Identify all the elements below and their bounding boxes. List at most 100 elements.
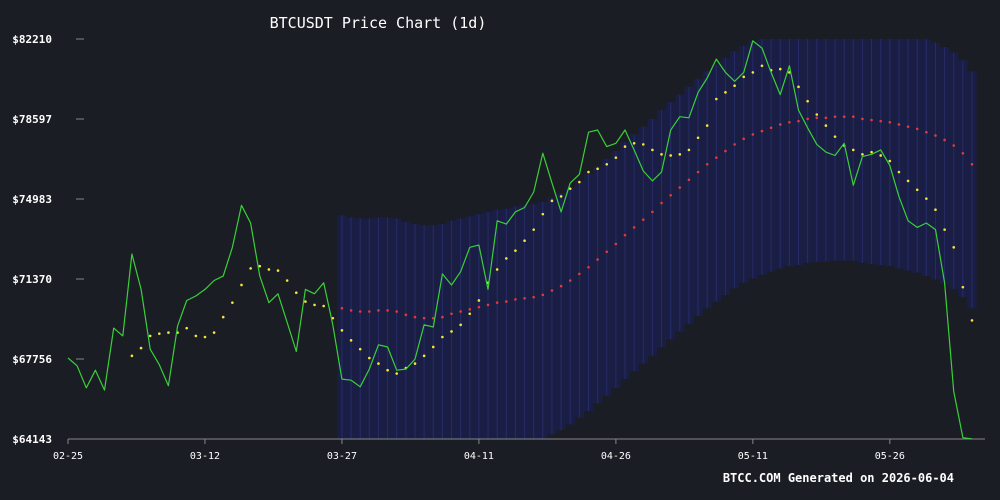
ma-long-point [724, 149, 727, 153]
ma-long-point [769, 126, 773, 130]
axes: $82210 $78597 $74983 $71370 $67756 $6414302-2… [12, 33, 985, 462]
ma-short-point [961, 285, 965, 289]
ma-short-point [678, 153, 682, 156]
ma-short-point [505, 257, 508, 260]
ma-short-point [395, 372, 399, 375]
x-tick-label: 03-27 [327, 451, 357, 462]
ma-long-point [614, 242, 618, 246]
ma-long-point [669, 194, 672, 197]
ma-short-point [970, 319, 974, 322]
ma-long-point [797, 119, 800, 123]
ma-short-point [550, 199, 554, 203]
ma-short-point [778, 67, 782, 71]
ma-long-point [404, 313, 408, 317]
ma-short-point [587, 170, 590, 174]
price-series [67, 40, 973, 440]
ma-short-point [797, 85, 800, 89]
ma-short-point [660, 153, 663, 156]
ma-short-point [249, 267, 252, 270]
ma-long-point [441, 315, 444, 319]
ma-long-point [368, 310, 371, 313]
ma-short-point [322, 304, 325, 308]
ma-short-point [934, 208, 937, 211]
ma-short-point [368, 356, 371, 360]
ma-long-point [568, 279, 572, 282]
ma-long-point [687, 178, 691, 182]
ma-short-point [532, 228, 535, 231]
ma-long-point [413, 315, 417, 319]
ma-short-point [632, 141, 636, 145]
ma-short-point [541, 212, 545, 216]
ma-short-point [422, 354, 426, 358]
ma-long-point [733, 143, 736, 146]
ma-short-point [194, 334, 198, 338]
ma-long-point [468, 308, 472, 311]
ma-long-point [751, 133, 755, 136]
ma-long-point [888, 120, 892, 124]
ma-short-point [915, 188, 919, 192]
ma-short-point [240, 283, 243, 287]
ma-short-point [459, 323, 462, 327]
ma-long-point [395, 310, 399, 313]
ma-short-point [641, 143, 645, 146]
ma-long-point [495, 301, 499, 304]
footer-credit: BTCC.COM Generated on 2026-06-04 [723, 471, 954, 485]
ma-short-point [833, 135, 837, 138]
ma-short-point [285, 279, 289, 282]
ma-short-point [623, 145, 627, 148]
ma-long-point [806, 117, 809, 121]
ma-long-point [952, 144, 956, 147]
ma-long-point [788, 120, 791, 124]
ma-long-point [349, 309, 353, 312]
ma-short-point [696, 136, 700, 140]
x-tick-label: 05-26 [875, 451, 905, 462]
ma-long-point [925, 130, 928, 134]
ma-long-point [870, 118, 873, 122]
ma-short-point [358, 347, 362, 351]
ma-short-point [669, 154, 672, 157]
ma-short-point [468, 312, 472, 316]
x-tick-label: 03-12 [190, 451, 220, 462]
ma-short-point [167, 331, 170, 334]
x-tick-label: 04-11 [464, 451, 494, 462]
ma-long-point [851, 115, 855, 119]
ma-long-point [550, 289, 554, 292]
y-tick-label: $64143 [12, 433, 52, 446]
ma-short-point [185, 326, 189, 330]
ma-short-point [925, 197, 928, 200]
ma-short-point [751, 71, 755, 74]
x-tick-label: 05-11 [738, 451, 768, 462]
ma-long-point [842, 115, 846, 119]
ma-short-point [596, 167, 599, 171]
chart-title: BTCUSDT Price Chart (1d) [270, 14, 487, 32]
ma-short-point [276, 269, 280, 272]
ma-short-point [441, 335, 444, 339]
ma-short-point [605, 163, 609, 166]
ma-short-point [267, 268, 271, 271]
ma-short-point [715, 97, 718, 101]
ma-long-point [514, 298, 517, 301]
ma-long-point [578, 272, 581, 276]
ma-short-point [906, 179, 910, 183]
ma-long-point [678, 186, 682, 189]
ma-long-point [605, 250, 609, 254]
ma-short-point [824, 124, 828, 127]
ma-short-point [952, 246, 956, 249]
ma-short-point [943, 228, 946, 231]
ma-short-point [349, 339, 353, 342]
ma-short-point [386, 368, 389, 372]
y-tick-label: $71370 [12, 273, 52, 286]
ma-long-point [833, 115, 837, 119]
ma-long-point [486, 303, 490, 307]
ma-short-point [304, 300, 307, 303]
ma-long-point [660, 201, 663, 205]
ma-long-point [742, 137, 746, 141]
ma-short-point [130, 354, 134, 358]
ma-short-point [705, 124, 709, 127]
ma-long-point [897, 123, 901, 126]
ma-long-point [377, 309, 380, 312]
ma-long-point [623, 233, 627, 237]
ma-short-point [203, 335, 207, 339]
ma-long-point [934, 134, 937, 137]
ma-short-point [514, 249, 517, 252]
